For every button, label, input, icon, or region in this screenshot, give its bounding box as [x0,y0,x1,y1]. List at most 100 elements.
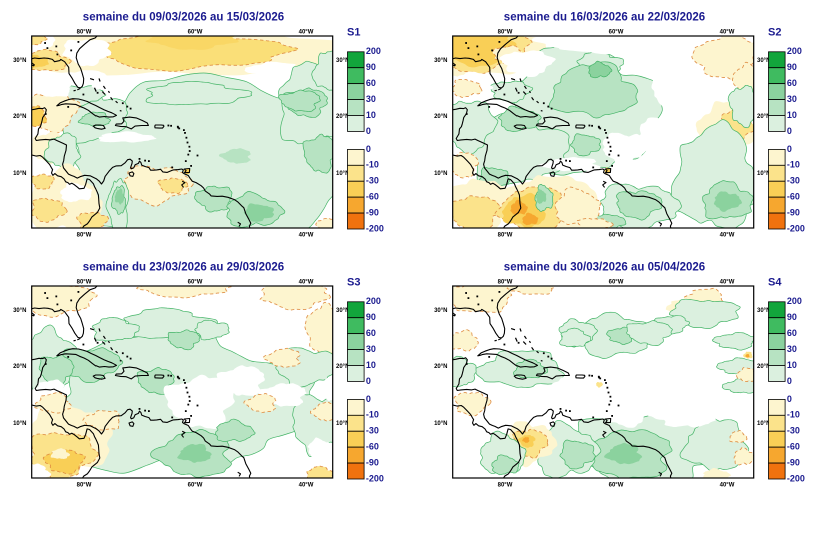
svg-text:40°W: 40°W [299,483,314,489]
svg-text:30°N: 30°N [434,308,447,314]
svg-text:S4: S4 [768,277,782,289]
svg-text:60: 60 [787,328,797,338]
svg-text:60: 60 [787,78,797,88]
svg-text:60: 60 [366,328,376,338]
svg-text:80°W: 80°W [498,280,513,286]
svg-text:10°N: 10°N [336,171,349,177]
svg-text:60°W: 60°W [609,280,624,286]
svg-text:0: 0 [787,376,792,386]
svg-text:S2: S2 [768,27,781,39]
svg-text:-60: -60 [787,442,800,452]
svg-text:80°W: 80°W [77,30,92,36]
svg-text:30: 30 [787,94,797,104]
svg-text:30: 30 [366,344,376,354]
svg-text:30°N: 30°N [13,308,26,314]
svg-text:0: 0 [787,126,792,136]
svg-text:10°N: 10°N [13,421,26,427]
svg-text:10°N: 10°N [757,171,770,177]
svg-text:80°W: 80°W [498,233,513,239]
svg-text:40°W: 40°W [720,233,735,239]
svg-text:80°W: 80°W [77,483,92,489]
svg-text:-200: -200 [787,474,805,484]
svg-text:-30: -30 [366,426,379,436]
svg-text:10°N: 10°N [434,171,447,177]
svg-text:20°N: 20°N [13,364,26,370]
svg-text:40°W: 40°W [299,30,314,36]
svg-text:0: 0 [366,394,371,404]
svg-text:-200: -200 [366,474,384,484]
svg-text:-30: -30 [787,426,800,436]
svg-text:80°W: 80°W [77,233,92,239]
svg-text:200: 200 [366,296,381,306]
svg-text:-90: -90 [787,458,800,468]
svg-text:10°N: 10°N [13,171,26,177]
svg-text:30: 30 [787,344,797,354]
svg-text:10°N: 10°N [336,421,349,427]
svg-text:90: 90 [366,312,376,322]
svg-text:40°W: 40°W [720,30,735,36]
svg-text:30°N: 30°N [336,308,349,314]
svg-text:-60: -60 [366,442,379,452]
svg-text:80°W: 80°W [77,280,92,286]
svg-text:0: 0 [787,144,792,154]
svg-text:-10: -10 [787,160,800,170]
svg-text:200: 200 [787,296,802,306]
svg-text:200: 200 [787,46,802,56]
svg-text:0: 0 [787,394,792,404]
svg-text:-90: -90 [366,207,379,217]
svg-text:30°N: 30°N [13,58,26,64]
svg-text:200: 200 [366,46,381,56]
svg-text:40°W: 40°W [720,280,735,286]
svg-text:80°W: 80°W [498,30,513,36]
svg-text:30°N: 30°N [434,58,447,64]
svg-text:60°W: 60°W [188,483,203,489]
svg-text:30: 30 [366,94,376,104]
svg-text:40°W: 40°W [299,280,314,286]
svg-text:-30: -30 [787,176,800,186]
svg-text:90: 90 [787,62,797,72]
svg-text:30°N: 30°N [757,58,770,64]
svg-text:40°W: 40°W [299,233,314,239]
svg-text:60°W: 60°W [188,30,203,36]
svg-text:90: 90 [787,312,797,322]
svg-text:10: 10 [787,360,797,370]
svg-text:10: 10 [787,110,797,120]
svg-text:20°N: 20°N [336,364,349,370]
svg-text:60°W: 60°W [188,233,203,239]
svg-text:0: 0 [366,144,371,154]
svg-text:-90: -90 [787,207,800,217]
svg-text:90: 90 [366,62,376,72]
svg-text:S3: S3 [347,277,360,289]
svg-text:30°N: 30°N [757,308,770,314]
svg-text:0: 0 [366,376,371,386]
svg-text:10°N: 10°N [757,421,770,427]
svg-text:30°N: 30°N [336,58,349,64]
svg-text:10°N: 10°N [434,421,447,427]
svg-text:40°W: 40°W [720,483,735,489]
svg-text:60°W: 60°W [609,483,624,489]
svg-text:semaine du 16/03/2026 au 22/03: semaine du 16/03/2026 au 22/03/2026 [504,12,705,24]
svg-text:semaine du 09/03/2026 au 15/03: semaine du 09/03/2026 au 15/03/2026 [83,12,284,24]
svg-text:10: 10 [366,110,376,120]
svg-text:semaine du 23/03/2026 au 29/03: semaine du 23/03/2026 au 29/03/2026 [83,262,284,274]
svg-text:-30: -30 [366,176,379,186]
svg-text:-10: -10 [787,410,800,420]
svg-text:20°N: 20°N [336,114,349,120]
svg-text:20°N: 20°N [434,364,447,370]
svg-text:-200: -200 [787,223,805,233]
svg-text:20°N: 20°N [13,114,26,120]
svg-text:60°W: 60°W [609,30,624,36]
svg-text:-60: -60 [787,192,800,202]
svg-text:-10: -10 [366,410,379,420]
svg-text:20°N: 20°N [434,114,447,120]
svg-text:-10: -10 [366,160,379,170]
svg-text:-60: -60 [366,192,379,202]
svg-text:20°N: 20°N [757,364,770,370]
svg-text:60: 60 [366,78,376,88]
svg-text:S1: S1 [347,27,360,39]
svg-text:60°W: 60°W [609,233,624,239]
svg-text:80°W: 80°W [498,483,513,489]
svg-text:-90: -90 [366,458,379,468]
svg-text:-200: -200 [366,223,384,233]
svg-text:60°W: 60°W [188,280,203,286]
